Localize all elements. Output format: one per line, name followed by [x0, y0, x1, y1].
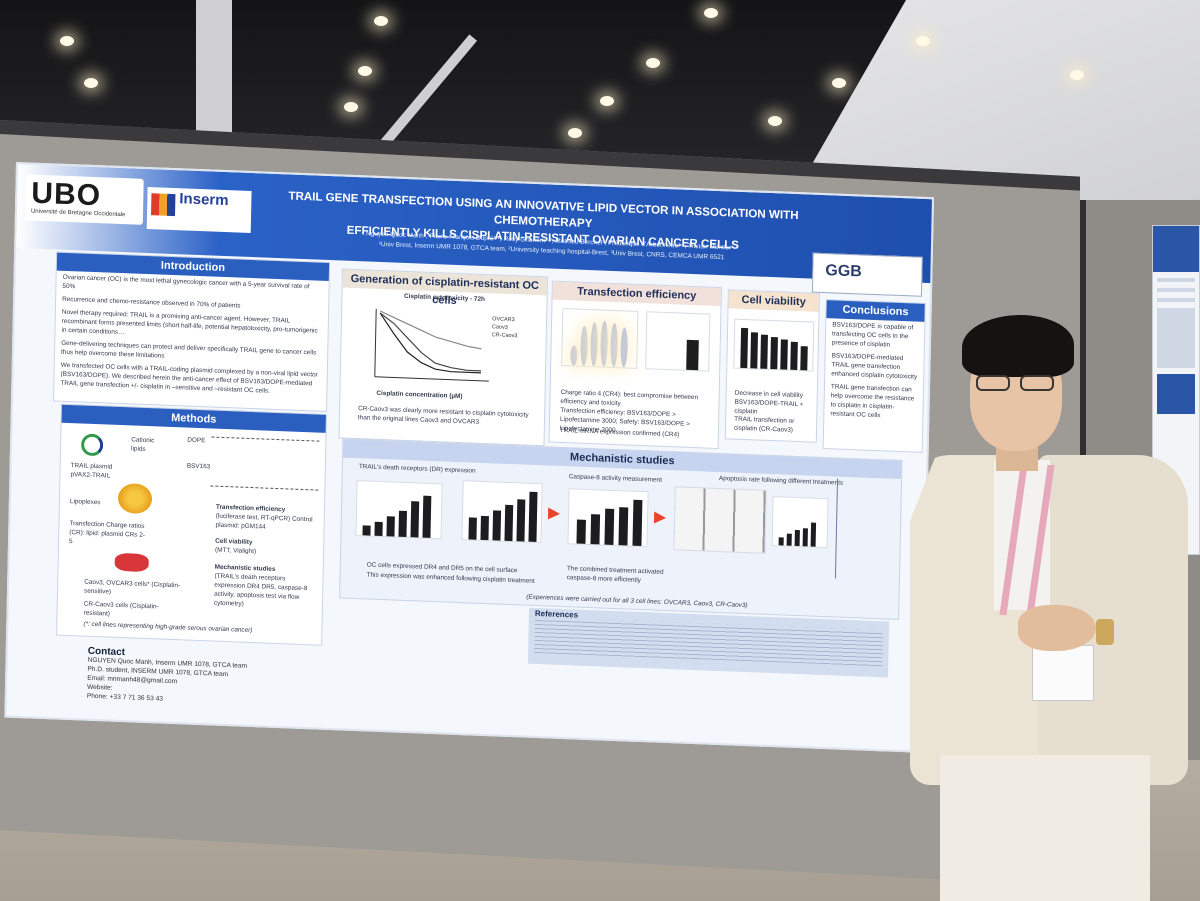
ggb-logo: GGB — [811, 252, 923, 297]
ovcar3-curve — [379, 312, 481, 374]
viability-result: TRAIL transfection or cisplatin (CR-Caov… — [733, 415, 795, 434]
cationic-lipids-label: Cationic lipids — [131, 436, 155, 453]
name-badge — [1032, 645, 1094, 701]
mechanistic-label: Mechanistic studies (TRAIL's death recept… — [208, 560, 323, 613]
transfection-luciferase-chart — [561, 307, 639, 369]
viability-chart — [733, 318, 815, 372]
hair — [962, 315, 1074, 377]
research-poster: UBO Université de Bretagne Occidentale I… — [4, 162, 935, 753]
plasmid-label: TRAIL plasmid pVAX2-TRAIL — [70, 462, 113, 480]
caspase-title: Caspase-8 activity measurement — [568, 473, 662, 484]
viability-label: Cell viability (MTT, Vialight) — [209, 534, 323, 560]
methods-footnote: (*: cell lines representing high-grade s… — [83, 620, 253, 635]
generation-result: CR-Caov3 was clearly more resistant to c… — [357, 405, 529, 426]
flow-cytometry-panels — [673, 486, 767, 554]
white-pants — [940, 755, 1150, 901]
ceiling-light — [600, 96, 614, 106]
ceiling-light — [768, 116, 782, 126]
ceiling-light — [916, 36, 930, 46]
inserm-logo-mark — [150, 193, 176, 217]
presenter — [900, 315, 1200, 901]
caspase8-chart — [567, 488, 649, 548]
ceiling-light — [646, 58, 660, 68]
white-shirt — [994, 460, 1050, 610]
ubo-logo-subtitle: Université de Bretagne Occidentale — [30, 208, 126, 219]
viability-section: Cell viability Decrease in cell viabilit… — [724, 289, 820, 443]
dr-expression-chart-cr-caov3 — [461, 480, 543, 544]
caov3-curve — [379, 312, 482, 372]
lipoplexes-label: Lipoplexes — [69, 498, 101, 507]
transfection-section: Transfection efficiency Charge ratio 4 (… — [548, 280, 722, 449]
generation-legend: OVCAR3 Caov3 CR-Caov3 — [492, 315, 518, 340]
dr-expression-chart-caov3 — [355, 480, 443, 540]
wristwatch — [1096, 619, 1114, 645]
ggb-logo-text: GGB — [825, 262, 863, 281]
ceiling-light — [704, 8, 718, 18]
viability-heading: Cell viability — [728, 290, 819, 312]
cytotoxicity-plot — [374, 308, 489, 382]
mechanistic-bullet: The combined treatment activated caspase… — [566, 565, 664, 585]
apoptosis-chart — [771, 496, 829, 549]
ceiling-light — [374, 16, 388, 26]
transfection-mrna-chart — [645, 311, 711, 372]
arrow-right-icon — [547, 507, 561, 520]
cells-icon — [114, 552, 149, 573]
plasmid-icon — [80, 433, 104, 457]
viability-title: Cell viability — [215, 537, 253, 547]
contact-section: Contact NGUYEN Quoc Manh, Inserm UMR 107… — [87, 646, 388, 712]
ceiling-beam — [196, 0, 232, 140]
introduction-section: Introduction Ovarian cancer (OC) is the … — [53, 251, 331, 412]
viability-detail: (MTT, Vialight) — [214, 546, 257, 556]
methods-section: Methods TRAIL plasmid pVAX2-TRAIL Cation… — [56, 403, 327, 646]
dope-label: DOPE — [187, 436, 206, 445]
cr-caov3-curve — [379, 310, 482, 350]
mechanistic-section: Mechanistic studies TRAIL's death recept… — [339, 438, 903, 620]
mechanistic-detail: (TRAIL's death receptors expression DR4 … — [213, 572, 308, 608]
ceiling-light — [568, 128, 582, 138]
generation-xlabel: Cisplatin concentration (µM) — [376, 389, 463, 401]
transfection-label: Transfection Charge ratios (CR): lipid: … — [69, 520, 145, 546]
hand — [1018, 605, 1096, 651]
legend-cr-caov3: CR-Caov3 — [491, 332, 518, 340]
references-section: References — [527, 607, 890, 678]
inserm-logo: Inserm — [146, 187, 252, 234]
ceiling-light — [832, 78, 846, 88]
ceiling-light — [358, 66, 372, 76]
ceiling-light — [344, 102, 358, 112]
ceiling-light — [1070, 70, 1084, 80]
efficiency-label: Transfection efficiency (luciferase test,… — [209, 500, 324, 535]
glasses-icon — [976, 375, 1058, 393]
transfection-heading: Transfection efficiency — [552, 281, 721, 307]
lipoplex-icon — [117, 482, 153, 515]
generation-section: Generation of cisplatin-resistant OC cel… — [338, 268, 549, 447]
efficiency-detail: (luciferase test, RT-qPCR) Control plasm… — [215, 512, 313, 531]
mechanistic-title: Mechanistic studies — [214, 563, 276, 573]
efficiency-title: Transfection efficiency — [215, 503, 286, 514]
lipid-structure-icon — [210, 436, 320, 491]
adjacent-poster-header — [1153, 226, 1199, 272]
inserm-logo-text: Inserm — [179, 190, 229, 210]
arrow-right-icon — [653, 511, 667, 524]
ubo-logo: UBO Université de Bretagne Occidentale — [24, 174, 144, 225]
ubo-logo-text: UBO — [31, 176, 102, 213]
ceiling-light — [84, 78, 98, 88]
ceiling-light — [60, 36, 74, 46]
summary-diagram — [834, 478, 898, 581]
dr-expression-title: TRAIL's death receptors (DR) expression — [358, 463, 476, 475]
